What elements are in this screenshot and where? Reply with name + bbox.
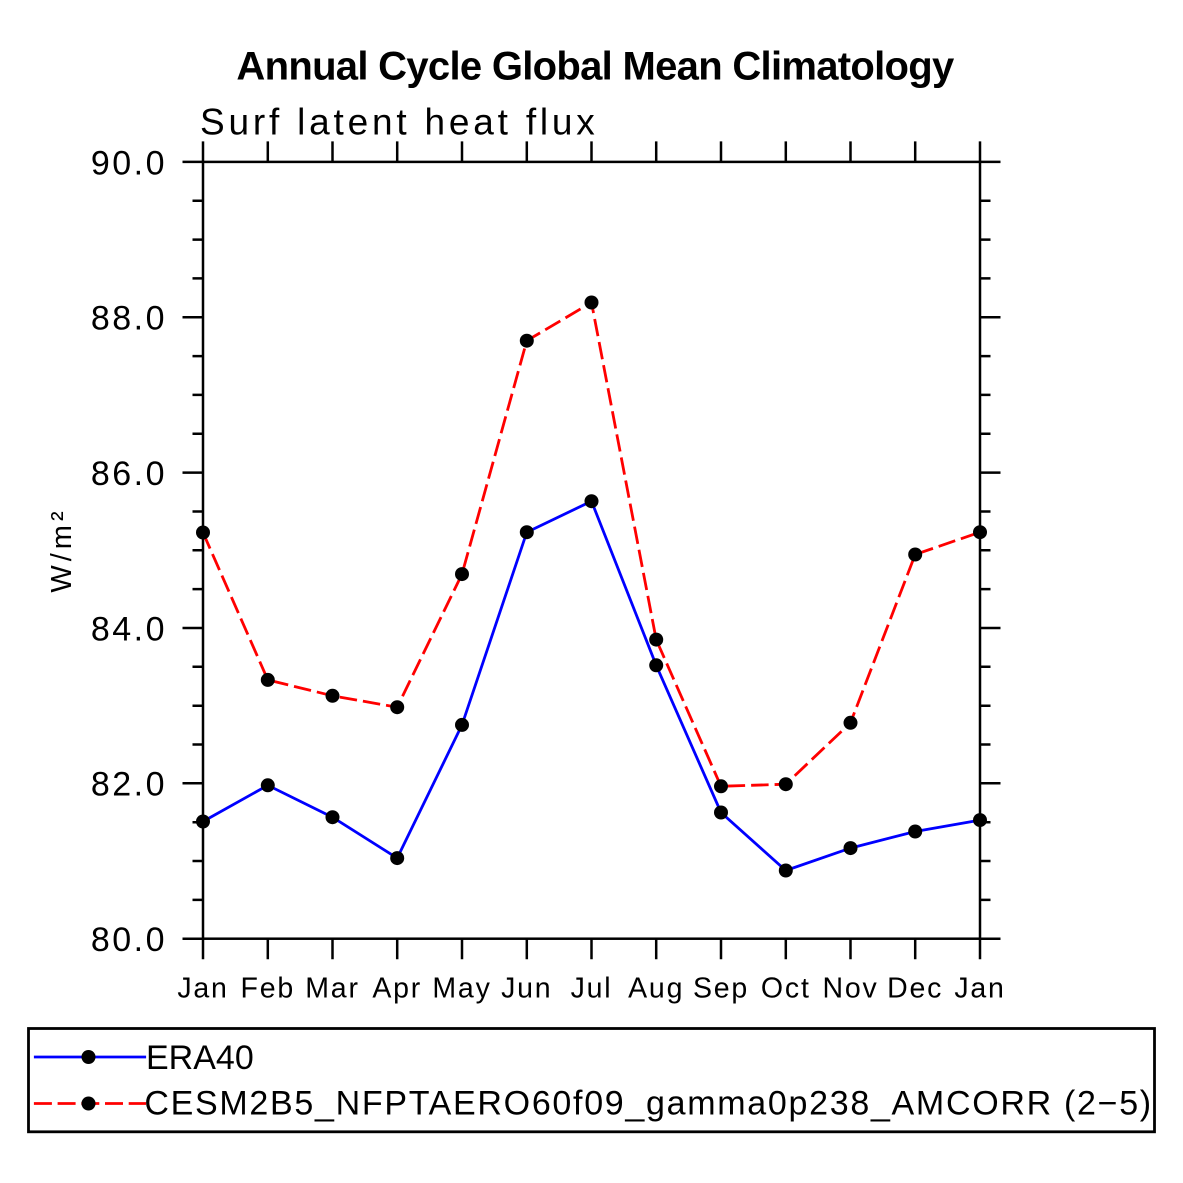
svg-text:80.0: 80.0	[91, 921, 167, 959]
svg-text:Mar: Mar	[305, 973, 359, 1005]
svg-text:88.0: 88.0	[91, 300, 167, 338]
svg-text:Jan: Jan	[954, 973, 1005, 1005]
svg-text:Feb: Feb	[241, 973, 296, 1005]
svg-text:86.0: 86.0	[91, 455, 167, 493]
svg-text:Jul: Jul	[571, 973, 613, 1005]
svg-text:Dec: Dec	[887, 973, 943, 1005]
svg-text:Nov: Nov	[822, 973, 878, 1005]
svg-text:Surf latent heat flux: Surf latent heat flux	[200, 102, 599, 143]
svg-text:Aug: Aug	[628, 973, 684, 1005]
svg-text:CESM2B5_NFPTAERO60f09_gamma0p2: CESM2B5_NFPTAERO60f09_gamma0p238_AMCORR …	[144, 1085, 1152, 1123]
svg-text:May: May	[432, 973, 491, 1005]
svg-text:Oct: Oct	[761, 973, 811, 1005]
svg-text:84.0: 84.0	[91, 610, 167, 648]
svg-text:90.0: 90.0	[91, 144, 167, 182]
svg-text:Jun: Jun	[501, 973, 552, 1005]
svg-text:Annual Cycle Global Mean Clima: Annual Cycle Global Mean Climatology	[236, 45, 955, 89]
svg-text:Jan: Jan	[177, 973, 228, 1005]
svg-text:Apr: Apr	[372, 973, 422, 1005]
svg-text:W/m²: W/m²	[46, 507, 78, 592]
svg-text:ERA40: ERA40	[146, 1039, 254, 1077]
svg-text:82.0: 82.0	[91, 766, 167, 804]
svg-text:Sep: Sep	[693, 973, 749, 1005]
